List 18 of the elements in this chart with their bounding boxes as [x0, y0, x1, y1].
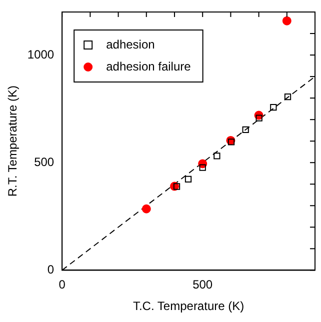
point [284, 93, 292, 100]
point [282, 16, 292, 26]
point [184, 176, 192, 183]
point [199, 164, 206, 171]
point [228, 138, 235, 146]
legend-label: adhesion failure [106, 59, 192, 74]
x-axis-title: T.C. Temperature (K) [132, 299, 244, 314]
y-tick-label: 1000 [27, 47, 54, 62]
point [242, 126, 249, 134]
y-tick-label: 500 [34, 154, 54, 169]
point [256, 114, 262, 122]
legend-label: adhesion [106, 37, 155, 52]
point [270, 104, 277, 111]
point [142, 204, 151, 214]
y-axis-title: R.T. Temperature (K) [6, 86, 20, 197]
point [173, 183, 180, 190]
point [214, 152, 220, 160]
y-tick-label: 0 [47, 262, 54, 277]
